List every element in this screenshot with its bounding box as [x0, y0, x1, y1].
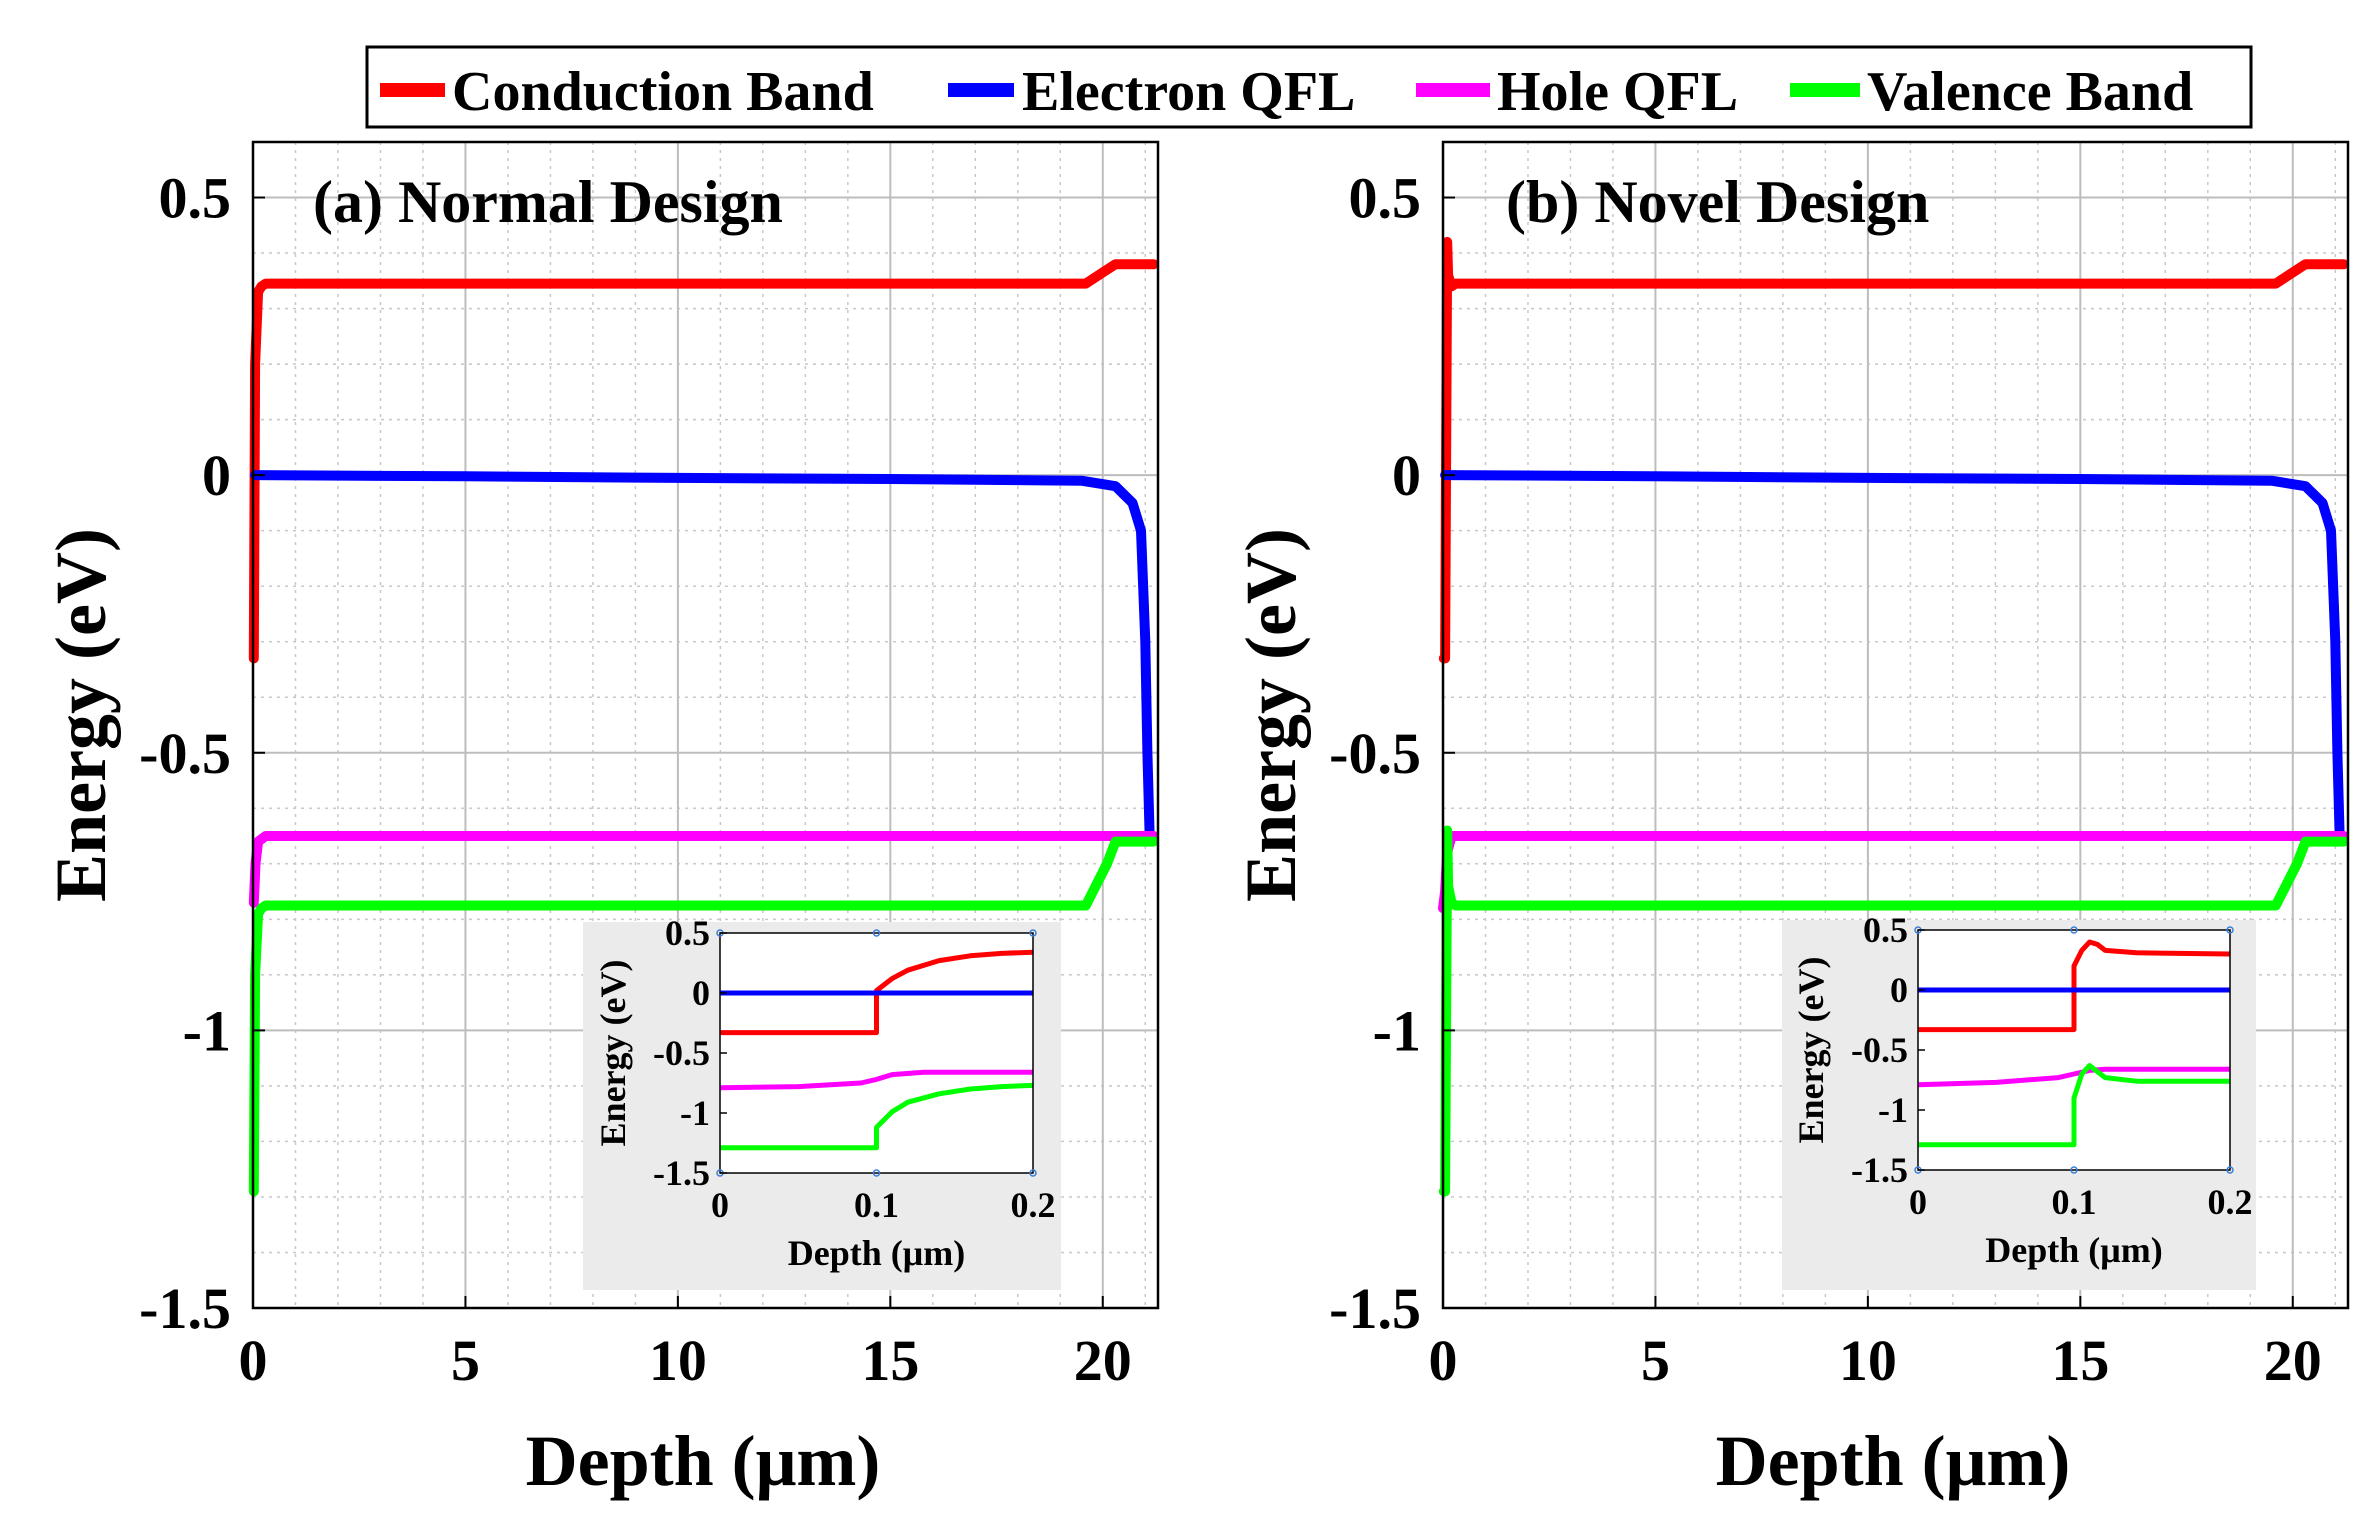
panel-a-inset-y-tick-label: -1: [680, 1093, 710, 1133]
panel-b-inset-series-hole-qfl: [1917, 1066, 2230, 1088]
panel-b-axes-frame: [1441, 140, 2350, 1310]
panel-a-inset-series-valence-band: [720, 1082, 1034, 1151]
panel-b-series-conduction-band: [1438, 236, 2349, 664]
legend-label-electron-qfl: Electron QFL: [1022, 61, 1355, 123]
legend-label-hole-qfl: Hole QFL: [1497, 61, 1738, 123]
panel-b-y-tick-label: -0.5: [1329, 721, 1421, 786]
panel-b-title: (b) Novel Design: [1506, 169, 1929, 235]
panel-a-y-tick-label: -0.5: [139, 721, 231, 786]
panel-b-y-tick-label: 0: [1392, 443, 1421, 508]
legend: Conduction Band Electron QFL Hole QFL Va…: [365, 45, 2253, 129]
panel-b-y-axis-title: Energy (eV): [1231, 528, 1311, 902]
legend-label-conduction-band: Conduction Band: [452, 61, 874, 123]
panel-b-inset-x-axis-title: Depth (μm): [1985, 1230, 2162, 1270]
panel-a-inset-x-tick-label: 0.2: [1011, 1185, 1056, 1225]
panel-a-normal-design: 0 5 10 15 20 0.5 0 -0.5 -1 -1.5 (a) Normal Design…: [41, 140, 1160, 1501]
panel-b-x-tick-label: 20: [2264, 1328, 2322, 1393]
panel-a-inset-series-conduction-band: [720, 949, 1034, 1036]
panel-a-inset: 0 0.1 0.2 0.5 0 -0.5 -1 -1.5 Depth (μm) Energy (e…: [583, 913, 1061, 1290]
panel-b-inset-x-tick: [2070, 926, 2078, 934]
panel-b-x-tick-label: 5: [1641, 1328, 1670, 1393]
panel-a-inset-series-hole-qfl: [719, 1069, 1033, 1091]
panel-b-inset-x-tick-label: 0.2: [2208, 1182, 2253, 1222]
panel-b-inset-series-conduction-band: [1918, 939, 2231, 1033]
panel-a-axes-frame: [251, 140, 1160, 1310]
panel-a-inset-x-tick: [1029, 1169, 1037, 1177]
panel-a-inset-y-axis-title: Energy (eV): [593, 960, 633, 1147]
panel-a-x-tick-label: 0: [239, 1328, 268, 1393]
panel-b-inset-x-tick-label: 0: [1909, 1182, 1927, 1222]
panel-b-inset-y-tick-label: -1.5: [1851, 1150, 1908, 1190]
panel-b-x-axis-title: Depth (μm): [1716, 1421, 2071, 1501]
panel-b-inset-x-tick: [2226, 1166, 2234, 1174]
panel-b-inset-y-tick-label: -1: [1878, 1090, 1908, 1130]
panel-a-y-tick-label: 0.5: [159, 166, 232, 231]
panel-a-inset-y-tick-label: -1.5: [653, 1153, 710, 1193]
panel-a-x-axis-title: Depth (μm): [526, 1421, 881, 1501]
panel-a-series-valence-band: [248, 836, 1159, 1197]
panel-b-novel-design: 0 5 10 15 200.50-0.5-1-1.5 (b) Novel Design …: [1231, 140, 2350, 1501]
panel-a-inset-y-tick-label: -0.5: [653, 1033, 710, 1073]
panel-b-inset-x-tick: [2226, 926, 2234, 934]
panel-b-inset-y-tick-label: 0.5: [1863, 910, 1908, 950]
panel-a-inset-x-tick: [1029, 929, 1037, 937]
panel-a-x-tick-label: 5: [451, 1328, 480, 1393]
panel-a-series-hole-qfl: [248, 831, 1159, 908]
panel-b-inset-x-tick: [2070, 1166, 2078, 1174]
panel-a-series-conduction-band: [248, 259, 1159, 664]
panel-b-inset: 0 0.1 0.2 0.5 0 -0.5 -1 -1.5 Depth (μm) Energy (e…: [1782, 910, 2256, 1290]
panel-a-inset-y-tick-label: 0: [692, 973, 710, 1013]
panel-b-y-tick-label: 0.5: [1349, 166, 1422, 231]
panel-a-x-tick-label: 15: [861, 1328, 919, 1393]
panel-b-inset-series-valence-band: [1918, 1063, 2230, 1148]
panel-a-y-tick-label: -1.5: [139, 1276, 231, 1341]
panel-b-inset-y-axis-title: Energy (eV): [1791, 957, 1831, 1144]
panel-b-y-tick-label: -1.5: [1329, 1276, 1421, 1341]
panel-a-inset-x-tick: [872, 1169, 881, 1177]
panel-a-series-electron-qfl: [250, 470, 1155, 836]
panel-b-inset-x-tick-label: 0.1: [2052, 1182, 2097, 1222]
legend-box: [365, 45, 2253, 129]
panel-a-inset-x-tick-label: 0: [711, 1185, 729, 1225]
panel-b-series-electron-qfl: [1440, 470, 2345, 836]
panel-b-x-tick-label: 0: [1429, 1328, 1458, 1393]
panel-a-inset-x-tick-label: 0.1: [854, 1185, 899, 1225]
panel-a-x-tick-label: 10: [649, 1328, 707, 1393]
panel-a-inset-y-tick-label: 0.5: [665, 913, 710, 953]
panel-a-x-tick-label: 20: [1074, 1328, 1132, 1393]
panel-b-x-tick-label: 15: [2051, 1328, 2109, 1393]
panel-a-y-axis-title: Energy (eV): [41, 528, 121, 902]
panel-a-title: (a) Normal Design: [313, 169, 783, 235]
panel-b-x-tick-label: 10: [1839, 1328, 1897, 1393]
panel-b-inset-y-tick-label: -0.5: [1851, 1030, 1908, 1070]
panel-a-y-tick-label: -1: [183, 998, 231, 1063]
panel-b-inset-y-tick-label: 0: [1890, 970, 1908, 1010]
panel-a-inset-x-axis-title: Depth (μm): [788, 1233, 965, 1273]
panel-a-y-tick-label: 0: [202, 443, 231, 508]
panel-b-y-tick-label: -1: [1373, 998, 1421, 1063]
panel-b-series-valence-band: [1438, 825, 2349, 1197]
panel-a-inset-x-tick: [872, 929, 881, 937]
legend-label-valence-band: Valence Band: [1867, 61, 2193, 123]
